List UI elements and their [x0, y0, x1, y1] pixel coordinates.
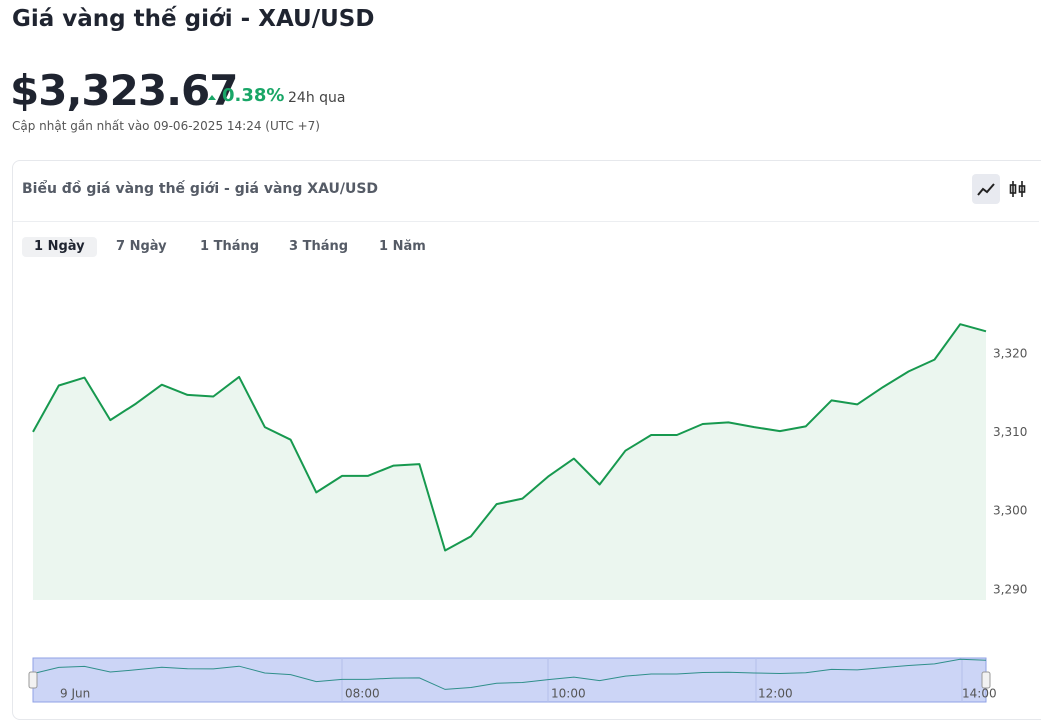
price-line — [32, 323, 987, 552]
navigator-label: 08:00 — [345, 687, 380, 701]
page-title: Giá vàng thế giới - XAU/USD — [12, 6, 375, 32]
line-icon — [977, 183, 995, 196]
period-tab[interactable]: 1 Tháng — [200, 239, 260, 254]
period-tab[interactable]: 7 Ngày — [116, 239, 167, 254]
candle-chart-button[interactable] — [1009, 181, 1026, 197]
y-tick-label: 3,310 — [993, 425, 1027, 439]
navigator-label: 12:00 — [758, 687, 793, 701]
area — [33, 324, 986, 600]
period-tab[interactable]: 3 Tháng — [289, 239, 349, 254]
y-tick-label: 3,290 — [993, 582, 1027, 596]
period-tab[interactable]: 1 Năm — [379, 239, 426, 254]
change-value: 0.38% — [222, 85, 285, 106]
y-tick-label: 3,300 — [993, 504, 1027, 518]
divider — [13, 221, 1039, 222]
chart-type-toggle — [972, 174, 1026, 204]
navigator-line — [32, 658, 987, 690]
card-title: Biểu đồ giá vàng thế giới - giá vàng XAU… — [22, 181, 379, 197]
navigator — [32, 657, 987, 703]
chart-card — [12, 160, 1041, 720]
line-chart-button[interactable] — [972, 174, 1000, 204]
period-tab[interactable]: 1 Ngày — [22, 237, 97, 257]
navigator-label: 9 Jun — [60, 687, 90, 701]
navigator-label: 10:00 — [551, 687, 586, 701]
up-arrow — [208, 95, 216, 100]
change: 0.38% — [208, 85, 284, 106]
navigator-handle[interactable] — [28, 671, 38, 689]
updated-time: Cập nhật gần nhất vào 09-06-2025 14:24 (… — [12, 119, 320, 133]
navigator-label: 14:00 — [962, 687, 997, 701]
y-tick-label: 3,320 — [993, 347, 1027, 361]
price: $3,323.67 — [10, 66, 238, 115]
navigator-handle[interactable] — [981, 671, 991, 689]
change-period: 24h qua — [288, 90, 346, 106]
